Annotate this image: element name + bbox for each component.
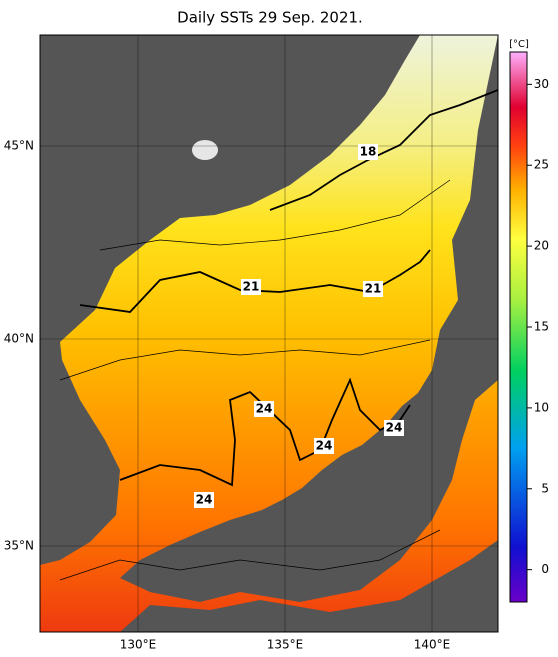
contour-label-bg — [241, 279, 261, 295]
lat-label: 45°N — [4, 139, 34, 153]
contour-label-bg — [358, 144, 378, 160]
contour-label: 24 — [256, 402, 273, 416]
contours — [59, 89, 498, 581]
colorbar-tick-label: 15 — [534, 320, 549, 334]
land-mainland — [40, 35, 420, 565]
contour-label: 24 — [196, 493, 213, 507]
contour-label: 18 — [360, 145, 377, 159]
land-pacific-coast — [120, 540, 498, 632]
contour-label-bg — [314, 438, 334, 454]
contour-label-bg — [194, 492, 214, 508]
colorbar-tick-label: 5 — [541, 481, 549, 495]
colorbar-unit: [°C] — [509, 39, 529, 50]
colorbar-tick-label: 10 — [534, 400, 549, 414]
contour-label-bg — [384, 420, 404, 436]
colorbar-tick-label: 20 — [534, 239, 549, 253]
contour-label-bg — [254, 401, 274, 417]
colorbar-tick-label: 0 — [541, 562, 549, 576]
map-frame — [39, 34, 499, 633]
title: Daily SSTs 29 Sep. 2021. — [177, 9, 363, 27]
land-japan — [120, 35, 498, 602]
colorbar — [509, 51, 528, 603]
colorbar-tick-label: 25 — [534, 158, 549, 172]
lat-label: 35°N — [4, 539, 34, 553]
contour-label: 24 — [316, 439, 333, 453]
contour-label: 21 — [365, 282, 382, 296]
lon-label: 140°E — [414, 638, 451, 652]
grid — [40, 35, 498, 632]
contour-label-bg — [363, 281, 383, 297]
colorbar-tick-label: 30 — [534, 77, 549, 91]
map — [40, 35, 498, 632]
lat-label: 40°N — [4, 332, 34, 346]
contour-label: 24 — [386, 421, 403, 435]
lon-label: 135°E — [267, 638, 304, 652]
lon-label: 130°E — [120, 638, 157, 652]
lake — [192, 140, 218, 160]
contour-label: 21 — [243, 280, 260, 294]
